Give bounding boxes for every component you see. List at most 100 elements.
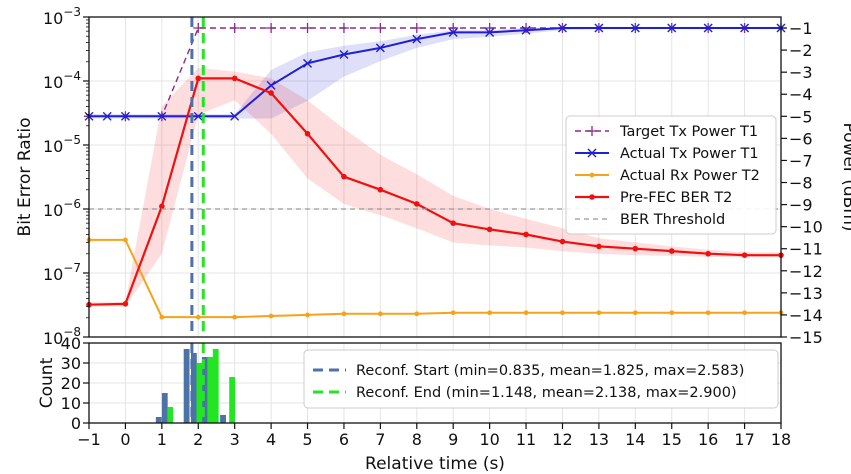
data-point <box>375 23 386 34</box>
histogram-bar <box>207 357 214 423</box>
right-tick-label: −13 <box>789 284 823 303</box>
data-point <box>412 34 422 44</box>
left-y-ticks: 10−3 10−4 10−5 10−6 10−7 10−8 <box>43 5 89 348</box>
data-point <box>596 243 602 250</box>
x-tick-label: 2 <box>193 430 203 449</box>
left-tick-label: 10−6 <box>43 197 81 220</box>
data-point <box>594 23 604 33</box>
right-tick-label: −2 <box>789 41 813 60</box>
legend-label: Actual Tx Power T1 <box>620 146 759 162</box>
legend-label: BER Threshold <box>620 212 725 228</box>
series-line <box>88 77 781 306</box>
histogram-bar <box>183 349 190 423</box>
data-point <box>557 23 567 33</box>
left-tick-label: 10−7 <box>43 261 81 284</box>
left-tick-label: 10−4 <box>43 69 81 92</box>
x-tick-label: 14 <box>625 430 645 449</box>
data-point <box>705 310 711 316</box>
data-point <box>485 27 495 37</box>
data-point <box>193 23 204 34</box>
ber-power-panel: 10−310−410−510−610−710−8 −1−2−3−4−5−6−7−… <box>15 5 851 348</box>
histogram-bar <box>201 357 208 423</box>
right-tick-label: −1 <box>789 19 813 38</box>
bottom-legend-box <box>303 349 779 409</box>
data-point <box>448 27 458 37</box>
right-y-ticks: −1 −2 −3 −4 −5 −6 −7 −8 −9 −10 −11 −12 −13 −14 −15 <box>781 19 823 347</box>
x-tick-label: 13 <box>589 430 609 449</box>
data-point <box>521 25 531 35</box>
data-point <box>630 23 640 33</box>
right-tick-label: −15 <box>789 328 823 347</box>
data-point <box>339 50 349 60</box>
right-tick-label: −5 <box>789 107 813 126</box>
data-point <box>413 201 420 207</box>
series-actual-tx-power-t1 <box>84 23 786 121</box>
data-point <box>523 310 529 316</box>
data-point <box>632 245 639 252</box>
x-tick-label: 16 <box>698 430 718 449</box>
data-point <box>231 75 238 82</box>
data-point <box>589 194 595 200</box>
top-legend-box <box>565 115 777 235</box>
data-point <box>448 23 459 34</box>
data-point <box>157 111 167 121</box>
x-tick-label: 11 <box>516 430 536 449</box>
data-point <box>703 23 713 33</box>
data-point <box>229 23 240 34</box>
data-point <box>742 310 747 316</box>
right-tick-label: −10 <box>789 218 823 237</box>
band-1 <box>89 26 781 119</box>
count-tick-label: 30 <box>61 354 81 373</box>
data-point <box>560 310 565 316</box>
data-point <box>268 90 274 96</box>
series-pre-fec-ber-t2 <box>86 75 784 308</box>
data-point <box>740 23 750 33</box>
left-tick-label: 10−5 <box>43 133 81 156</box>
left-tick-label: 10−8 <box>43 325 81 348</box>
x-tick-label: 1 <box>157 430 167 449</box>
data-point <box>122 301 129 307</box>
histogram-bar <box>196 363 203 423</box>
x-tick-label: 6 <box>339 430 349 449</box>
top-legend: Target Tx Power T1 Actual Tx Power T1 Actu… <box>565 115 777 235</box>
right-tick-label: −8 <box>789 174 813 193</box>
data-point <box>195 314 201 320</box>
data-point <box>668 248 675 254</box>
right-tick-label: −14 <box>789 306 823 325</box>
x-tick-label: 4 <box>266 430 276 449</box>
right-tick-label: −7 <box>789 151 813 170</box>
data-point <box>230 111 240 121</box>
left-y-label: Bit Error Ratio <box>15 118 35 237</box>
data-point <box>266 80 276 90</box>
x-tick-label: 15 <box>662 430 682 449</box>
x-tick-label: 7 <box>375 430 385 449</box>
right-tick-label: −3 <box>789 63 813 82</box>
data-point <box>484 23 495 34</box>
series-actual-rx-power-t2 <box>86 237 784 320</box>
right-y-label: Power (dBm) <box>839 122 851 231</box>
right-tick-label: −11 <box>789 240 823 259</box>
data-point <box>266 23 277 34</box>
histogram-bar <box>220 415 226 423</box>
data-point <box>705 250 711 257</box>
data-point <box>159 203 165 210</box>
data-point <box>669 310 675 316</box>
histogram-bar <box>167 407 174 423</box>
legend-label: Pre-FEC BER T2 <box>620 190 732 206</box>
data-point <box>487 310 493 316</box>
legend-label: Reconf. End (min=1.148, mean=2.138, max=… <box>356 385 737 401</box>
histogram-bar <box>161 393 168 423</box>
data-point <box>102 111 112 121</box>
data-point <box>304 130 311 137</box>
data-point <box>341 173 347 180</box>
data-point <box>587 126 597 136</box>
right-tick-label: −9 <box>789 196 813 215</box>
x-tick-label: 12 <box>552 430 572 449</box>
data-point <box>667 23 677 33</box>
data-point <box>303 58 313 68</box>
data-point <box>341 311 347 317</box>
top-frame <box>88 16 782 338</box>
